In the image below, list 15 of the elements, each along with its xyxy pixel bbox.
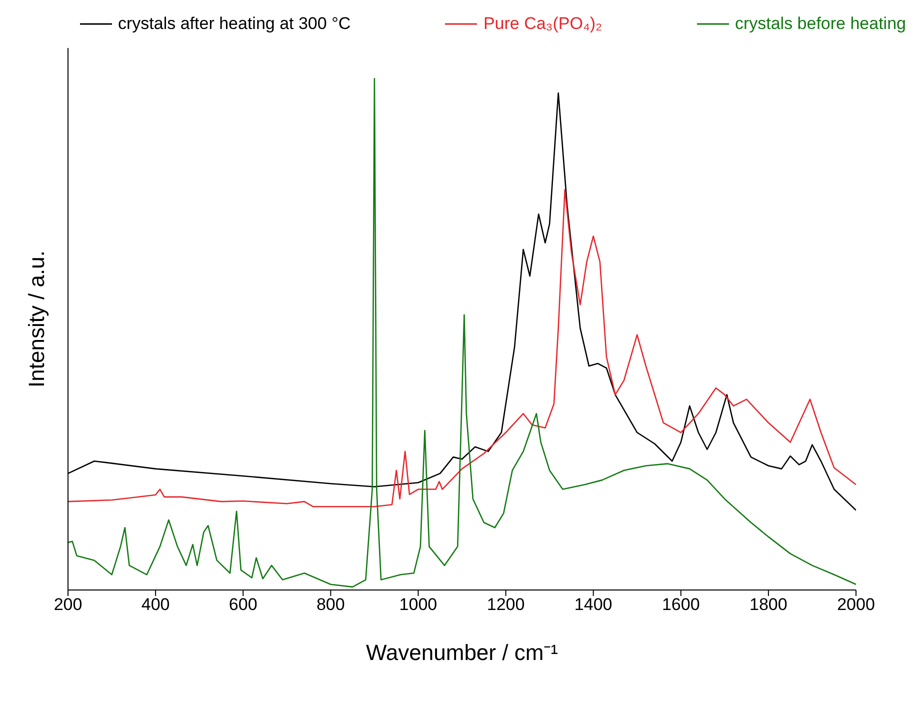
x-tick-label: 1200 (486, 595, 525, 614)
x-tick-label: 1400 (574, 595, 612, 614)
legend-label: crystals before heating (734, 14, 906, 34)
x-tick-label: 400 (141, 595, 170, 614)
x-axis-title: Wavenumber / cm⁻¹ (366, 640, 558, 665)
x-tick-label: 200 (54, 595, 82, 614)
y-axis-title: Intensity / a.u. (24, 250, 49, 388)
x-tick-label: 800 (316, 595, 345, 614)
x-tick-label: 2000 (837, 595, 875, 614)
x-tick-label: 1600 (662, 595, 700, 614)
x-tick-label: 1000 (399, 595, 438, 614)
legend-label: crystals after heating at 300 °C (118, 14, 351, 34)
x-tick-label: 600 (228, 595, 258, 614)
legend-label: Pure Ca₃(PO₄)₂ (483, 14, 602, 34)
x-tick-label: 1800 (750, 595, 788, 614)
